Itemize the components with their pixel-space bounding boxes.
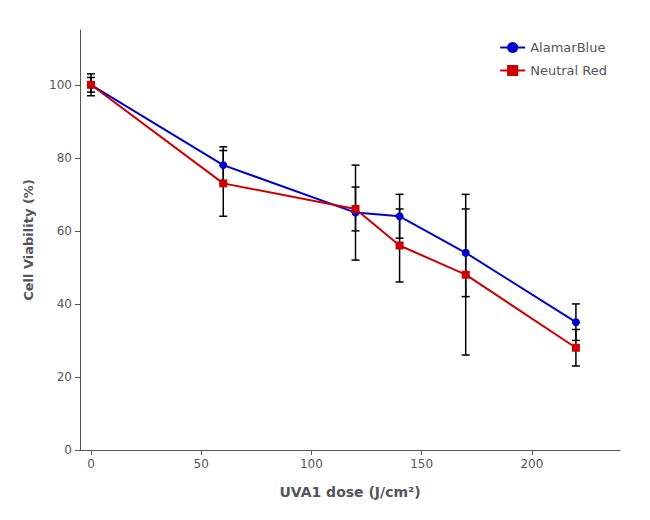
svg-text:0: 0 (64, 443, 72, 457)
svg-text:0: 0 (87, 457, 95, 471)
svg-text:150: 150 (410, 457, 433, 471)
svg-text:20: 20 (57, 370, 72, 384)
svg-text:100: 100 (49, 78, 72, 92)
svg-text:Neutral Red: Neutral Red (530, 63, 607, 78)
svg-text:40: 40 (57, 297, 72, 311)
svg-text:50: 50 (194, 457, 209, 471)
svg-text:100: 100 (300, 457, 323, 471)
svg-text:60: 60 (57, 224, 72, 238)
svg-text:200: 200 (520, 457, 543, 471)
svg-text:Cell Viability (%): Cell Viability (%) (21, 179, 36, 301)
svg-text:80: 80 (57, 151, 72, 165)
svg-text:AlamarBlue: AlamarBlue (530, 40, 605, 55)
svg-text:UVA1 dose (J/cm²): UVA1 dose (J/cm²) (279, 484, 420, 500)
